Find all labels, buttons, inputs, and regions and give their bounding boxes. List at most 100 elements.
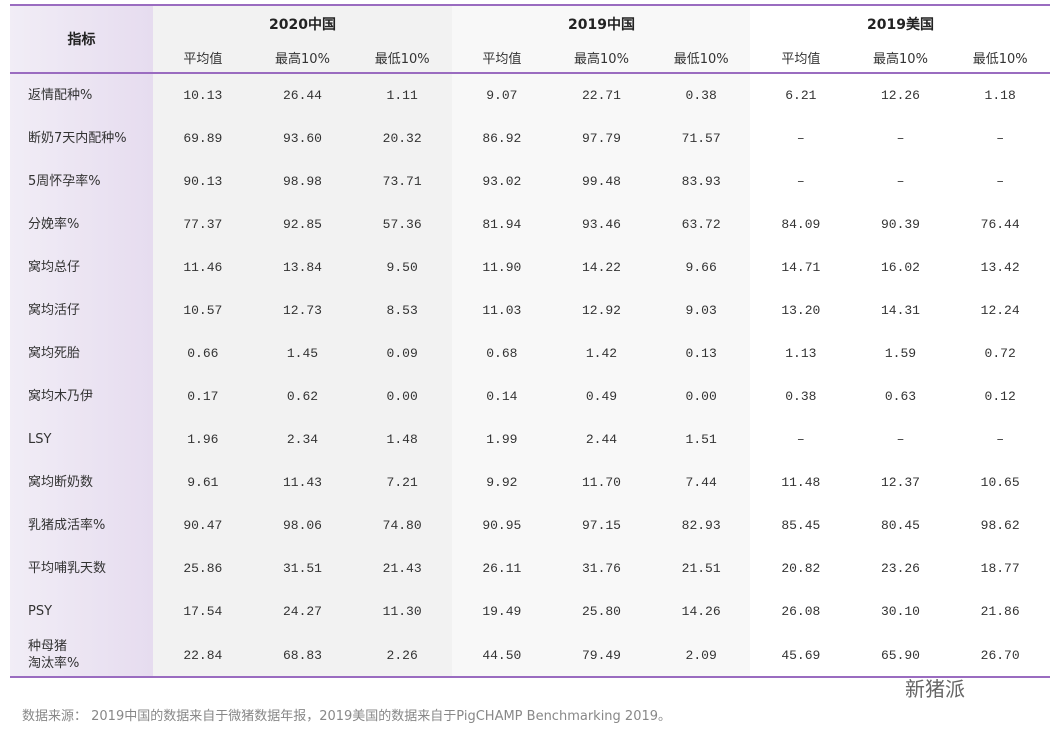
cell-value: – (996, 432, 1005, 447)
cell-value: 1.45 (286, 346, 319, 361)
cell-value: 21.43 (382, 561, 422, 576)
cell-value: 1.11 (386, 88, 418, 103)
cell-value: 90.95 (482, 518, 522, 533)
bottom-rule (10, 676, 1050, 678)
cell-value: 57.36 (382, 217, 422, 232)
cell-value: 83.93 (681, 174, 721, 189)
row-label: 5周怀孕率% (28, 174, 101, 189)
cell-value: 16.02 (880, 260, 920, 275)
cell-value: 0.66 (187, 346, 219, 361)
cell-value: – (896, 174, 905, 189)
cell-value: 0.63 (884, 389, 917, 404)
cell-value: 90.39 (880, 217, 920, 232)
cell-value: 97.79 (581, 131, 621, 146)
cell-value: 11.03 (482, 303, 522, 318)
cell-value: 9.61 (187, 475, 219, 490)
cell-value: 97.15 (581, 518, 621, 533)
cell-value: 14.71 (781, 260, 821, 275)
cell-value: 68.83 (282, 647, 322, 663)
cell-value: 0.72 (984, 346, 1016, 361)
cell-value: 11.70 (581, 475, 621, 490)
cell-value: 80.45 (880, 518, 920, 533)
cell-value: 0.38 (785, 389, 817, 404)
cell-value: 12.73 (282, 303, 322, 318)
cell-value: 86.92 (482, 131, 522, 146)
cell-value: 9.50 (386, 260, 418, 275)
cell-value: 9.07 (486, 88, 518, 103)
cell-value: 20.82 (781, 561, 821, 576)
cell-value: 7.44 (685, 475, 717, 490)
cell-value: 0.38 (685, 88, 717, 103)
column-header: 最高10% (275, 51, 330, 67)
cell-value: 98.98 (282, 174, 322, 189)
cell-value: 12.92 (581, 303, 621, 318)
cell-value: 13.84 (282, 260, 322, 275)
cell-value: 2.09 (685, 647, 717, 663)
cell-value: 99.48 (581, 174, 621, 189)
group-header: 2020中国 (269, 17, 336, 33)
row-label: PSY (28, 604, 53, 619)
cell-value: 18.77 (980, 561, 1020, 576)
cell-value: 14.31 (880, 303, 920, 318)
row-label: LSY (28, 432, 52, 447)
group-bg (153, 5, 452, 677)
cell-value: – (796, 432, 805, 447)
cell-value: 74.80 (382, 518, 422, 533)
cell-value: 2.34 (286, 432, 319, 447)
cell-value: 26.08 (781, 604, 821, 619)
cell-value: 17.54 (183, 604, 223, 619)
cell-value: 9.66 (685, 260, 717, 275)
cell-value: 45.69 (781, 647, 821, 663)
cell-value: 20.32 (382, 131, 422, 146)
cell-value: 31.76 (581, 561, 621, 576)
column-header: 平均值 (482, 51, 522, 67)
corner-header: 指标 (67, 32, 96, 48)
row-label: 平均哺乳天数 (28, 561, 107, 576)
cell-value: 69.89 (183, 131, 223, 146)
cell-value: – (896, 432, 905, 447)
cell-value: 21.51 (681, 561, 721, 576)
cell-value: 1.96 (187, 432, 219, 447)
source-note: 数据来源： 2019中国的数据来自于微猪数据年报，2019美国的数据来自于Pig… (22, 709, 672, 724)
cell-value: 26.44 (282, 88, 322, 103)
cell-value: 0.68 (486, 346, 518, 361)
cell-value: 79.49 (581, 647, 621, 663)
cell-value: 26.11 (482, 561, 522, 576)
cell-value: 73.71 (382, 174, 422, 189)
cell-value: 2.44 (585, 432, 618, 447)
row-label: 窝均死胎 (28, 346, 81, 361)
cell-value: 0.13 (685, 346, 717, 361)
row-label: 断奶7天内配种% (28, 131, 127, 146)
cell-value: 9.92 (486, 475, 518, 490)
cell-value: 10.13 (183, 88, 223, 103)
cell-value: 14.26 (681, 604, 721, 619)
cell-value: 92.85 (282, 217, 322, 232)
cell-value: 10.65 (980, 475, 1020, 490)
cell-value: 63.72 (681, 217, 721, 232)
cell-value: 76.44 (980, 217, 1020, 232)
cell-value: 0.17 (187, 389, 219, 404)
cell-value: 24.27 (282, 604, 322, 619)
cell-value: – (796, 174, 805, 189)
cell-value: 30.10 (880, 604, 920, 619)
cell-value: 1.59 (884, 346, 917, 361)
cell-value: 90.13 (183, 174, 223, 189)
cell-value: 84.09 (781, 217, 821, 232)
cell-value: 98.62 (980, 518, 1020, 533)
column-header: 最低10% (972, 51, 1028, 67)
cell-value: 1.13 (785, 346, 817, 361)
cell-value: 82.93 (681, 518, 721, 533)
row-label: 分娩率% (28, 217, 80, 232)
cell-value: 0.09 (386, 346, 418, 361)
badge: 新猪派 (905, 677, 965, 701)
cell-value: 85.45 (781, 518, 821, 533)
cell-value: 93.60 (282, 131, 322, 146)
top-rule (10, 4, 1050, 6)
cell-value: 7.21 (386, 475, 418, 490)
cell-value: 0.00 (386, 389, 418, 404)
group-header: 2019中国 (568, 17, 635, 33)
cell-value: 22.84 (183, 647, 223, 663)
cell-value: 1.51 (685, 432, 717, 447)
cell-value: 8.53 (386, 303, 418, 318)
